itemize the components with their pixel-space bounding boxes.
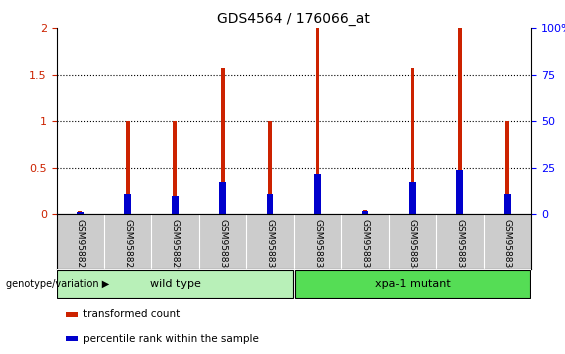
Bar [172,195,179,214]
Bar [363,210,367,211]
Bar [268,121,272,194]
Bar [173,121,177,214]
Text: GSM958833: GSM958833 [360,218,370,274]
Bar [173,121,177,195]
Bar [124,194,131,214]
Text: transformed count: transformed count [82,309,180,320]
Text: GSM958832: GSM958832 [313,218,322,273]
Text: GSM958829: GSM958829 [171,218,180,273]
Text: xpa-1 mutant: xpa-1 mutant [375,279,450,289]
Bar [363,210,367,214]
Bar [458,28,462,214]
Bar [504,194,511,214]
Title: GDS4564 / 176066_at: GDS4564 / 176066_at [218,12,370,26]
Bar [314,174,321,214]
Bar [58,270,293,298]
Text: GSM958835: GSM958835 [455,218,464,274]
Bar [267,194,273,214]
Text: GSM958828: GSM958828 [123,218,132,273]
Bar [316,28,319,174]
Bar [362,211,368,214]
Bar [219,182,226,214]
Bar [411,68,414,182]
Bar [221,68,224,214]
Bar [79,211,82,214]
Bar [295,270,530,298]
Bar [79,211,82,212]
Text: percentile rank within the sample: percentile rank within the sample [82,333,258,344]
Bar [411,68,414,214]
Bar [126,121,129,194]
Bar [221,68,224,182]
Bar [268,121,272,214]
Bar [409,182,416,214]
Text: GSM958834: GSM958834 [408,218,417,273]
Bar [77,212,84,214]
Bar [316,28,319,214]
Text: GSM958836: GSM958836 [503,218,512,274]
Bar [66,336,78,341]
Text: GSM958830: GSM958830 [218,218,227,274]
Text: GSM958827: GSM958827 [76,218,85,273]
Bar [506,121,509,214]
Bar [126,121,129,214]
Bar [66,312,78,317]
Bar [458,28,462,170]
Bar [457,170,463,214]
Text: wild type: wild type [150,279,201,289]
Bar [506,121,509,194]
Text: genotype/variation ▶: genotype/variation ▶ [6,279,109,289]
Text: GSM958831: GSM958831 [266,218,275,274]
